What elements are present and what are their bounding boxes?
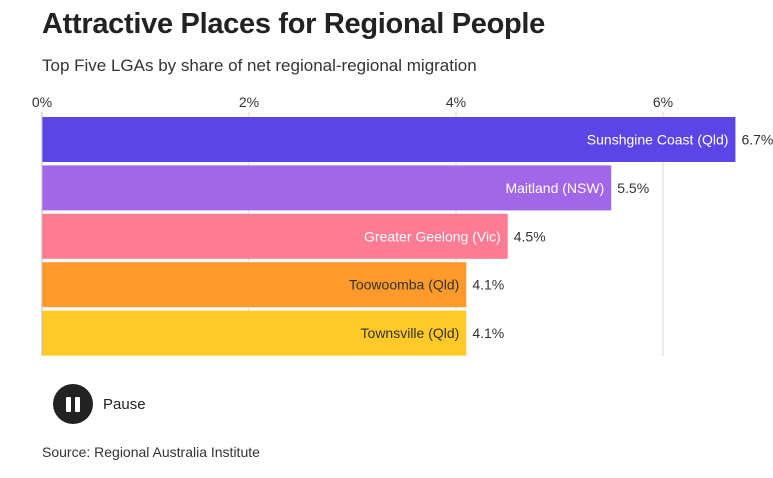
category-label: Greater Geelong (Vic) — [364, 228, 501, 244]
chart-subtitle: Top Five LGAs by share of net regional-r… — [42, 56, 477, 75]
value-label: 4.1% — [472, 325, 504, 341]
value-label: 4.1% — [472, 277, 504, 293]
value-label: 4.5% — [514, 228, 546, 244]
bar — [42, 117, 736, 162]
category-label: Sunshgine Coast (Qld) — [587, 132, 729, 148]
category-label: Maitland (NSW) — [505, 180, 604, 196]
pause-label: Pause — [103, 395, 146, 413]
pause-button[interactable] — [53, 384, 93, 424]
bar — [42, 310, 467, 356]
bar — [42, 165, 612, 211]
pause-icon — [66, 396, 80, 412]
category-label: Toowoomba (Qld) — [349, 277, 460, 293]
playback-controls: Pause — [53, 384, 146, 424]
category-label: Townsville (Qld) — [361, 325, 460, 341]
source-note: Source: Regional Australia Institute — [42, 444, 260, 460]
value-label: 5.5% — [617, 180, 649, 196]
x-tick-label: 0% — [32, 94, 52, 110]
x-tick-label: 6% — [653, 94, 673, 110]
bar — [42, 213, 508, 259]
bar-chart: 0% 2% 4% 6% Sunshgine Coast (Qld) 6.7% Maitlan… — [32, 94, 773, 356]
value-label: 6.7% — [741, 132, 773, 148]
x-tick-label: 2% — [239, 94, 259, 110]
bar — [42, 262, 467, 308]
chart-title: Attractive Places for Regional People — [42, 8, 546, 40]
x-tick-label: 4% — [446, 94, 466, 110]
